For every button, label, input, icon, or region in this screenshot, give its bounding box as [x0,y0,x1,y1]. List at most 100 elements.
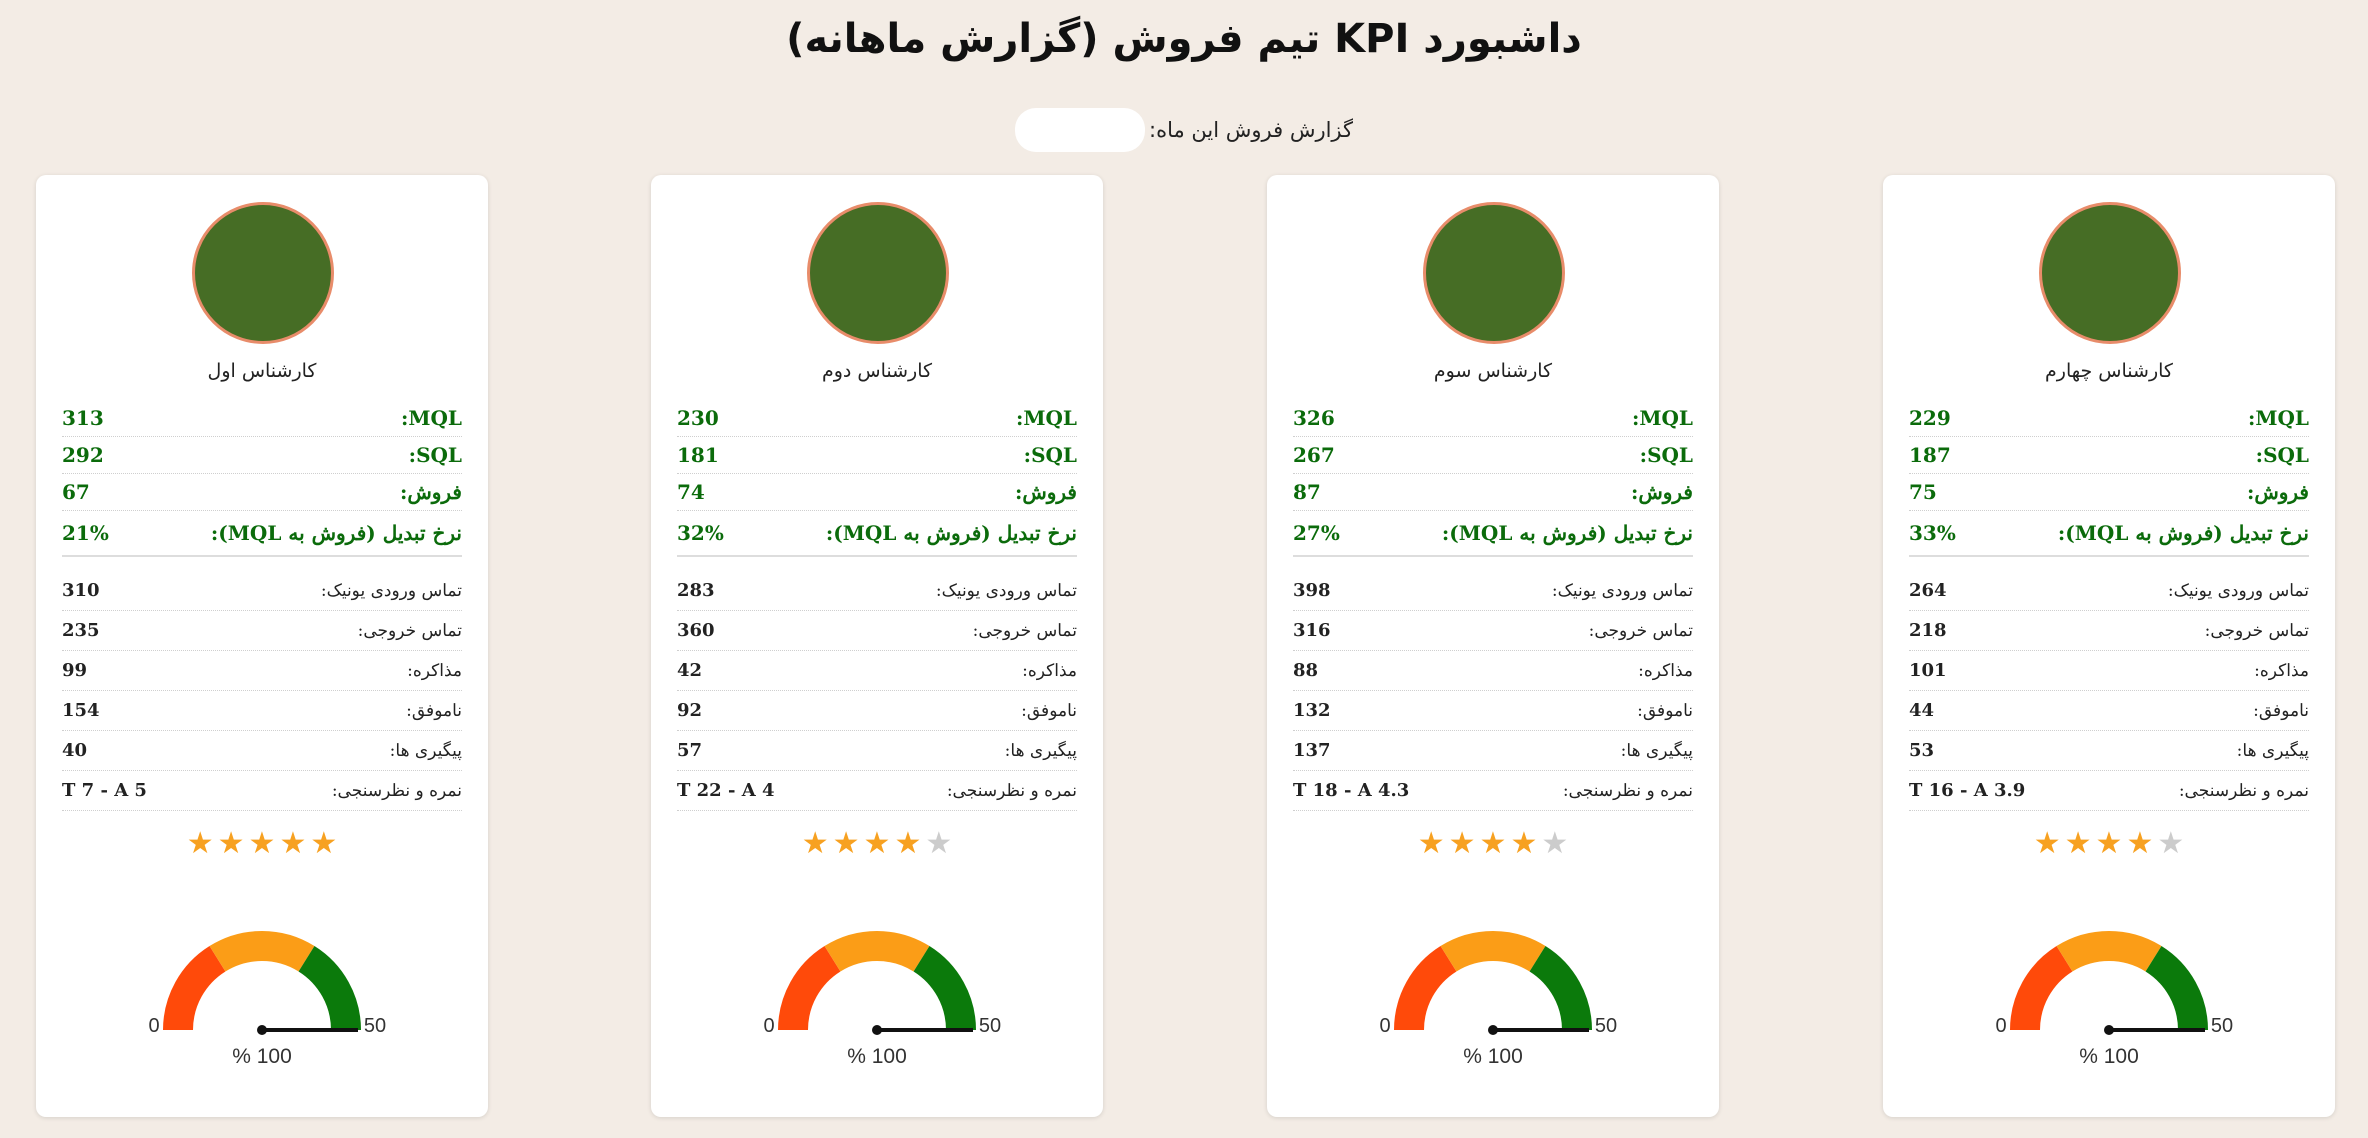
sql-value: 267 [1293,443,1335,467]
gauge-red-segment [1394,946,1457,1031]
star-icon: ★ [2033,826,2061,861]
negotiation-label: مذاکره: [2254,660,2309,681]
sql-label: SQL: [1639,443,1693,467]
gauge-min-label: 0 [763,1015,774,1037]
negotiation-label: مذاکره: [1022,660,1077,681]
score-label: نمره و نظرسنجی: [1562,780,1693,801]
mql-row: MQL: 326 [1293,400,1693,437]
agent-card-2: کارشناس سوم MQL: 326 SQL: 267 فروش: 87 نرخ … [1267,175,1719,1117]
followups-value: 57 [677,740,703,761]
conversion-rate-row: نرخ تبدیل (فروش به MQL): 27% [1293,511,1693,557]
monthly-report-input[interactable] [1015,108,1145,152]
incoming-calls-label: تماس ورودی یونیک: [935,580,1077,601]
incoming-calls-label: تماس ورودی یونیک: [1551,580,1693,601]
score-value: T 18 - A 4.3 [1293,780,1410,801]
sales-row: فروش: 75 [1909,474,2309,511]
gauge-min-label: 0 [1995,1015,2006,1037]
incoming-calls-row: تماس ورودی یونیک: 310 [62,571,462,611]
outgoing-calls-row: تماس خروجی: 218 [1909,611,2309,651]
outgoing-calls-value: 235 [62,620,100,641]
gauge-orange-segment [1440,931,1546,972]
outgoing-calls-label: تماس خروجی: [972,620,1077,641]
mql-value: 313 [62,406,104,430]
score-label: نمره و نظرسنجی: [2178,780,2309,801]
sales-row: فروش: 74 [677,474,1077,511]
conversion-rate-value: 21% [62,521,109,545]
star-icon: ★ [1448,826,1476,861]
star-icon: ★ [832,826,860,861]
failed-label: ناموفق: [1637,700,1693,721]
conversion-rate-value: 33% [1909,521,1956,545]
stats-list: MQL: 313 SQL: 292 فروش: 67 نرخ تبدیل (فروش … [62,400,462,811]
score-row: نمره و نظرسنجی: T 7 - A 5 [62,771,462,811]
sales-label: فروش: [2246,480,2309,504]
conversion-rate-row: نرخ تبدیل (فروش به MQL): 21% [62,511,462,557]
sales-row: فروش: 67 [62,474,462,511]
gauge-hub [2104,1025,2114,1035]
gauge-caption: % 100 [2079,1045,2139,1068]
avatar [1423,202,1565,344]
sql-row: SQL: 187 [1909,437,2309,474]
stats-list: MQL: 229 SQL: 187 فروش: 75 نرخ تبدیل (فروش … [1909,400,2309,811]
failed-value: 44 [1909,700,1935,721]
score-label: نمره و نظرسنجی: [331,780,462,801]
star-icon: ★ [248,826,276,861]
followups-label: پیگیری ها: [389,740,462,761]
sales-label: فروش: [1014,480,1077,504]
sql-label: SQL: [2255,443,2309,467]
outgoing-calls-label: تماس خروجی: [357,620,462,641]
negotiation-label: مذاکره: [1638,660,1693,681]
sql-row: SQL: 267 [1293,437,1693,474]
gauge-hub [257,1025,267,1035]
sales-value: 74 [677,480,705,504]
gauge-green-segment [913,946,976,1031]
sales-row: فروش: 87 [1293,474,1693,511]
followups-row: پیگیری ها: 40 [62,731,462,771]
outgoing-calls-label: تماس خروجی: [1588,620,1693,641]
failed-label: ناموفق: [406,700,462,721]
score-label: نمره و نظرسنجی: [946,780,1077,801]
negotiation-row: مذاکره: 88 [1293,651,1693,691]
mql-value: 229 [1909,406,1951,430]
page-title: داشبورد KPI تیم فروش (گزارش ماهانه) [786,16,1582,62]
sql-label: SQL: [1023,443,1077,467]
gauge-caption: % 100 [232,1045,292,1068]
gauge-orange-segment [2056,931,2162,972]
star-icon: ★ [801,826,829,861]
followups-value: 137 [1293,740,1331,761]
star-icon: ★ [2157,826,2185,861]
gauge-min-label: 0 [148,1015,159,1037]
star-icon: ★ [2095,826,2123,861]
failed-value: 92 [677,700,703,721]
gauge-max-label: 50 [364,1015,386,1037]
score-value: T 16 - A 3.9 [1909,780,2026,801]
mql-row: MQL: 229 [1909,400,2309,437]
score-value: T 22 - A 4 [677,780,775,801]
sql-row: SQL: 181 [677,437,1077,474]
agent-name: کارشناس اول [207,360,317,382]
star-icon: ★ [925,826,953,861]
followups-value: 40 [62,740,88,761]
gauge-orange-segment [824,931,930,972]
gauge-caption: % 100 [1463,1045,1523,1068]
star-icon: ★ [1417,826,1445,861]
sales-value: 75 [1909,480,1937,504]
star-icon: ★ [894,826,922,861]
star-icon: ★ [217,826,245,861]
gauge-red-segment [2010,946,2073,1031]
monthly-report-label: گزارش فروش این ماه: [1149,118,1354,142]
negotiation-label: مذاکره: [407,660,462,681]
conversion-rate-label: نرخ تبدیل (فروش به MQL): [825,521,1077,545]
star-icon: ★ [1510,826,1538,861]
conversion-rate-row: نرخ تبدیل (فروش به MQL): 32% [677,511,1077,557]
monthly-report-row: گزارش فروش این ماه: [0,108,2368,152]
score-row: نمره و نظرسنجی: T 22 - A 4 [677,771,1077,811]
sales-value: 67 [62,480,90,504]
incoming-calls-row: تماس ورودی یونیک: 398 [1293,571,1693,611]
outgoing-calls-value: 316 [1293,620,1331,641]
mql-label: MQL: [2247,406,2309,430]
gauge-max-label: 50 [2211,1015,2233,1037]
followups-row: پیگیری ها: 57 [677,731,1077,771]
sql-value: 292 [62,443,104,467]
gauge-min-label: 0 [1379,1015,1390,1037]
